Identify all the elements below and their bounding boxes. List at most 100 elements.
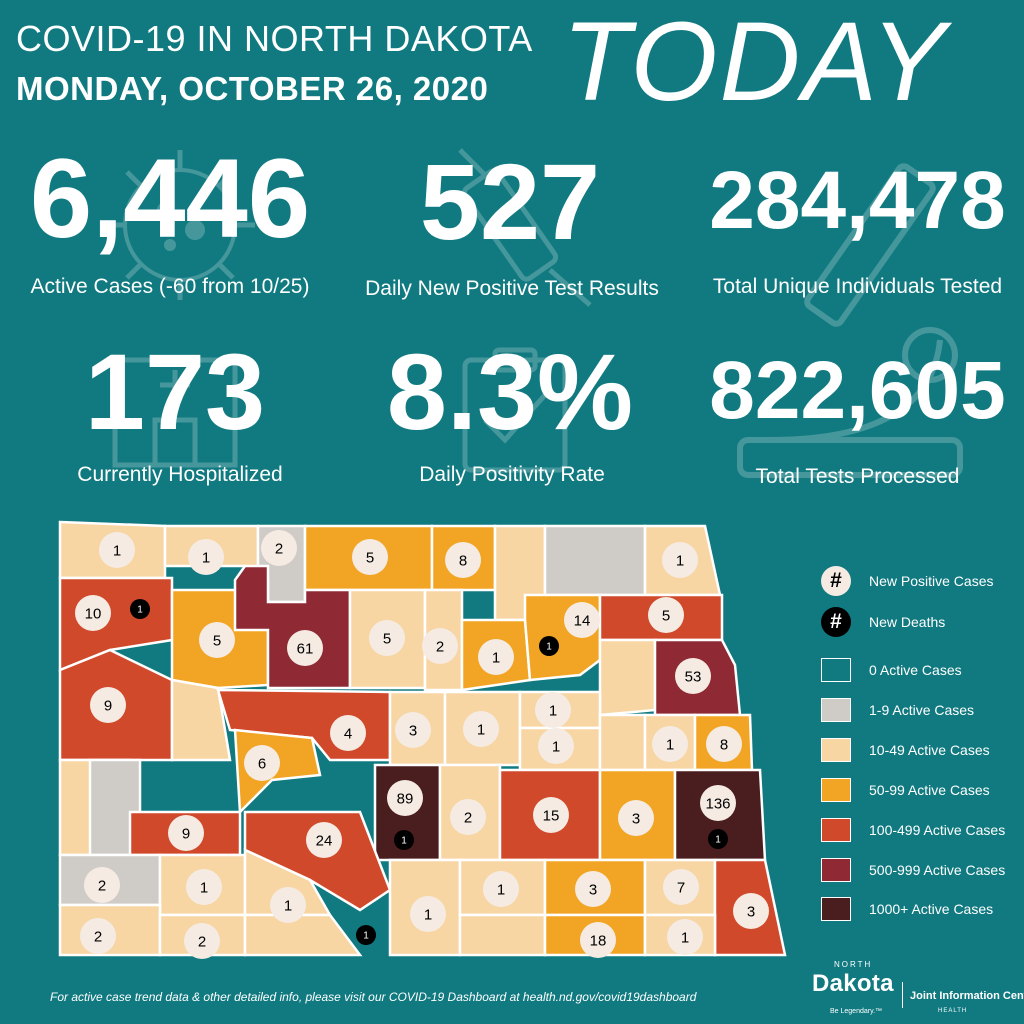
svg-text:61: 61 bbox=[297, 640, 314, 657]
county bbox=[458, 913, 547, 957]
new-deaths-marker: 1 bbox=[708, 829, 728, 849]
svg-text:1: 1 bbox=[715, 835, 721, 846]
new-deaths-marker: 1 bbox=[539, 636, 559, 656]
svg-text:5: 5 bbox=[213, 632, 221, 649]
new-cases-marker: 3 bbox=[618, 800, 654, 836]
new-cases-marker: 3 bbox=[575, 871, 611, 907]
county bbox=[170, 678, 232, 762]
logo-health-text: HEALTH bbox=[938, 1008, 968, 1014]
svg-text:136: 136 bbox=[705, 795, 730, 812]
svg-text:9: 9 bbox=[182, 825, 190, 842]
new-cases-marker: 5 bbox=[352, 539, 388, 575]
new-cases-marker: 8 bbox=[445, 542, 481, 578]
svg-text:3: 3 bbox=[632, 810, 640, 827]
svg-text:2: 2 bbox=[464, 809, 472, 826]
svg-text:1: 1 bbox=[401, 836, 407, 847]
unique-tested-label: Total Unique Individuals Tested bbox=[712, 275, 1003, 298]
new-cases-marker: 8 bbox=[706, 726, 742, 762]
legend-label: 10-49 Active Cases bbox=[869, 742, 990, 758]
new-cases-marker: 5 bbox=[648, 597, 684, 633]
svg-text:5: 5 bbox=[383, 630, 391, 647]
new-cases-marker: 1 bbox=[186, 869, 222, 905]
new-cases-marker: 1 bbox=[410, 896, 446, 932]
microscope-icon bbox=[737, 163, 963, 478]
legend-swatch bbox=[821, 698, 851, 722]
new-cases-marker: 1 bbox=[535, 692, 571, 728]
new-cases-marker: 1 bbox=[99, 532, 135, 568]
logo-divider bbox=[902, 982, 903, 1008]
svg-text:8: 8 bbox=[459, 552, 467, 569]
unique-tested-value: 284,478 bbox=[709, 155, 1006, 246]
new-cases-marker: 2 bbox=[450, 799, 486, 835]
legend-label: 1-9 Active Cases bbox=[869, 702, 975, 718]
report-date: MONDAY, OCTOBER 26, 2020 bbox=[16, 70, 489, 107]
syringe-icon bbox=[458, 148, 592, 307]
legend-new-deaths: # New Deaths bbox=[821, 606, 945, 638]
svg-text:10: 10 bbox=[85, 605, 102, 622]
new-cases-marker: 15 bbox=[533, 797, 569, 833]
county bbox=[543, 524, 647, 597]
new-cases-marker: 18 bbox=[580, 922, 616, 958]
legend-swatch bbox=[821, 897, 851, 921]
svg-text:1: 1 bbox=[363, 931, 369, 942]
legend-label: New Deaths bbox=[869, 614, 946, 630]
svg-text:1: 1 bbox=[202, 549, 210, 566]
new-cases-marker: 1 bbox=[463, 711, 499, 747]
tests-processed-value: 822,605 bbox=[709, 345, 1006, 436]
svg-text:9: 9 bbox=[104, 697, 112, 714]
svg-text:5: 5 bbox=[662, 607, 670, 624]
svg-text:1: 1 bbox=[137, 605, 143, 616]
new-cases-marker: 1 bbox=[478, 639, 514, 675]
new-cases-marker: 1 bbox=[652, 726, 688, 762]
new-cases-marker: 2 bbox=[422, 628, 458, 664]
new-positive-label: Daily New Positive Test Results bbox=[365, 277, 659, 300]
today-heading: TODAY bbox=[562, 0, 948, 124]
svg-text:6: 6 bbox=[258, 755, 266, 772]
new-cases-marker: 1 bbox=[188, 539, 224, 575]
new-cases-marker: 2 bbox=[80, 918, 116, 954]
joint-information-center-label: Joint Information Center bbox=[910, 990, 1024, 1002]
svg-text:1: 1 bbox=[666, 736, 674, 753]
new-deaths-marker: 1 bbox=[356, 925, 376, 945]
new-cases-marker: 2 bbox=[184, 923, 220, 959]
new-cases-marker: 3 bbox=[395, 712, 431, 748]
new-cases-marker: 53 bbox=[675, 658, 711, 694]
new-cases-marker: 2 bbox=[261, 530, 297, 566]
new-cases-marker: 1 bbox=[538, 728, 574, 764]
svg-text:1: 1 bbox=[549, 702, 557, 719]
svg-text:1: 1 bbox=[552, 738, 560, 755]
hospitalized-value: 173 bbox=[84, 331, 266, 452]
legend-range-50-99: 50-99 Active Cases bbox=[821, 774, 990, 806]
active-cases-label: Active Cases (-60 from 10/25) bbox=[30, 275, 310, 298]
active-cases-value: 6,446 bbox=[29, 136, 311, 261]
legend-label: 500-999 Active Cases bbox=[869, 862, 1006, 878]
new-cases-marker: 5 bbox=[369, 620, 405, 656]
svg-text:1: 1 bbox=[492, 649, 500, 666]
legend-label: New Positive Cases bbox=[869, 573, 994, 589]
new-cases-marker: 24 bbox=[306, 822, 342, 858]
new-positive-value: 527 bbox=[419, 141, 601, 262]
svg-text:24: 24 bbox=[316, 832, 333, 849]
county bbox=[243, 913, 363, 957]
legend-swatch bbox=[821, 818, 851, 842]
legend-swatch bbox=[821, 858, 851, 882]
legend-new-positive: # New Positive Cases bbox=[821, 565, 994, 597]
county bbox=[598, 713, 647, 772]
new-cases-marker: 2 bbox=[84, 867, 120, 903]
clipboard-icon bbox=[462, 347, 568, 473]
svg-text:1: 1 bbox=[424, 906, 432, 923]
svg-text:1: 1 bbox=[497, 881, 505, 898]
svg-text:1: 1 bbox=[113, 542, 121, 559]
legend-swatch bbox=[821, 738, 851, 762]
tests-processed-label: Total Tests Processed bbox=[755, 465, 960, 488]
new-cases-marker: 9 bbox=[168, 815, 204, 851]
legend-label: 50-99 Active Cases bbox=[869, 782, 990, 798]
legend-range-10-49: 10-49 Active Cases bbox=[821, 734, 990, 766]
svg-text:3: 3 bbox=[409, 722, 417, 739]
svg-text:1: 1 bbox=[200, 879, 208, 896]
legend-range-100-499: 100-499 Active Cases bbox=[821, 814, 1005, 846]
legend-range-500-999: 500-999 Active Cases bbox=[821, 854, 1005, 886]
svg-text:15: 15 bbox=[543, 807, 560, 824]
legend-swatch bbox=[821, 778, 851, 802]
